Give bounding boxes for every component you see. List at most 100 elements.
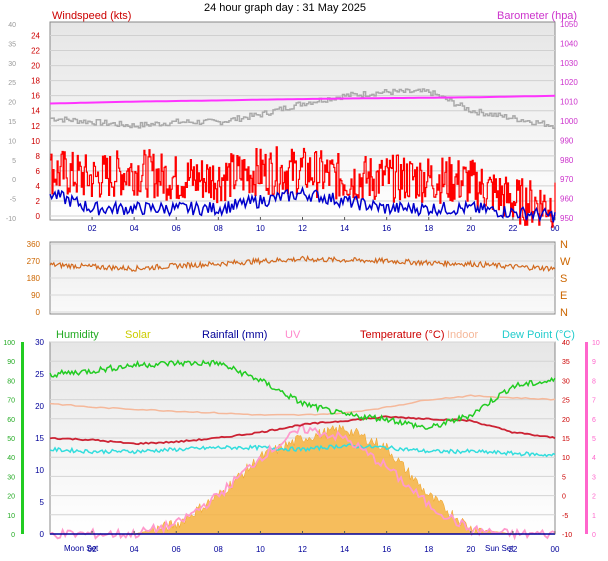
windspeed-tick: 24 [31, 32, 40, 41]
temp-scale-tick: -5 [10, 197, 16, 204]
rainfall-label: Rainfall (mm) [202, 329, 267, 341]
temp-scale-tick: 25 [8, 80, 16, 87]
uv-tick: 2 [592, 494, 596, 501]
windspeed-tick: 2 [36, 197, 41, 206]
humidity-tick: 80 [7, 378, 15, 385]
windspeed-tick: 12 [31, 122, 40, 131]
temp-scale-tick: 30 [8, 61, 16, 68]
uv-tick: 8 [592, 378, 596, 385]
x-tick: 22 [508, 545, 517, 554]
x-tick: 02 [88, 545, 97, 554]
windspeed-tick: 22 [31, 47, 40, 56]
humidity-tick: 60 [7, 417, 15, 424]
temperature-tick: 25 [562, 398, 570, 405]
temperature-scale-tick-labels: 40 35 30 25 20 15 10 5 0 -5 -10 [6, 22, 16, 223]
windspeed-line [50, 146, 556, 228]
uv-label: UV [285, 329, 301, 341]
rainfall-tick: 20 [35, 402, 44, 411]
temperature-tick: 35 [562, 359, 570, 366]
x-tick: 04 [130, 224, 139, 233]
barometer-tick-labels: 1050 1040 1030 1020 1010 1000 990 980 970 960 950 [560, 20, 578, 223]
compass-label: E [560, 290, 567, 302]
barometer-line [49, 94, 556, 105]
indoor-label: Indoor [447, 329, 479, 341]
temp-scale-tick: 10 [8, 138, 16, 145]
x-tick: 12 [298, 224, 307, 233]
wind-direction-tick: 270 [27, 257, 41, 266]
humidity-line [49, 359, 556, 430]
uv-tick: 0 [592, 532, 596, 539]
panel1-x-tick-labels: 02 04 06 08 10 12 14 16 18 20 22 00 [88, 217, 560, 233]
temperature-tick-labels: 40 35 30 25 20 15 10 5 0 -5 -10 [562, 340, 572, 539]
x-tick: 22 [508, 224, 517, 233]
x-tick: 10 [256, 545, 265, 554]
windspeed-tick: 6 [36, 167, 41, 176]
x-tick: 18 [424, 224, 433, 233]
windspeed-tick: 20 [31, 62, 40, 71]
temperature-tick: -10 [562, 532, 572, 539]
humidity-tick: 30 [7, 474, 15, 481]
wind-direction-tick: 180 [27, 274, 41, 283]
rainfall-tick-labels: 30 25 20 15 10 5 0 [35, 338, 44, 539]
windspeed-tick: 0 [36, 212, 41, 221]
barometer-axis-label: Barometer (hpa) [497, 10, 577, 22]
x-tick: 14 [340, 224, 349, 233]
panel1-series [49, 88, 556, 228]
temperature-tick: -5 [562, 513, 568, 520]
rainfall-tick: 15 [35, 434, 44, 443]
temp-scale-tick: 40 [8, 22, 16, 29]
barometer-tick: 1030 [560, 59, 578, 68]
windspeed-axis-label: Windspeed (kts) [52, 10, 131, 22]
wind-direction-line [49, 254, 556, 273]
x-tick: 18 [424, 545, 433, 554]
dewpoint-label: Dew Point (°C) [502, 329, 575, 341]
uv-axis-bar [585, 342, 588, 534]
uv-tick: 4 [592, 455, 596, 462]
windspeed-tick: 18 [31, 77, 40, 86]
temp-scale-tick: 20 [8, 100, 16, 107]
uv-tick: 5 [592, 436, 596, 443]
x-tick: 12 [298, 545, 307, 554]
barometer-tick: 1020 [560, 78, 578, 87]
moon-set-label: Moon Set [64, 544, 99, 553]
barometer-tick: 990 [560, 136, 574, 145]
humidity-tick: 100 [3, 340, 15, 347]
dewpoint-line [49, 443, 556, 458]
uv-tick: 3 [592, 474, 596, 481]
wind-direction-tick: 90 [31, 291, 40, 300]
windspeed-tick: 10 [31, 137, 40, 146]
rainfall-tick: 30 [35, 338, 44, 347]
rainfall-tick: 0 [40, 530, 45, 539]
temp-scale-tick: 35 [8, 41, 16, 48]
wind-direction-tick: 360 [27, 240, 41, 249]
x-tick: 06 [172, 545, 181, 554]
uv-tick: 7 [592, 398, 596, 405]
uv-tick: 1 [592, 513, 596, 520]
temperature-tick: 40 [562, 340, 570, 347]
temperature-tick: 5 [562, 474, 566, 481]
x-tick: 00 [551, 545, 560, 554]
windspeed-tick: 14 [31, 107, 40, 116]
x-tick: 02 [88, 224, 97, 233]
x-tick: 08 [214, 545, 223, 554]
humidity-tick: 20 [7, 494, 15, 501]
barometer-tick: 1050 [560, 20, 578, 29]
temperature-tick: 15 [562, 436, 570, 443]
barometer-tick: 950 [560, 214, 574, 223]
panel3-x-tick-labels: 02 04 06 08 10 12 14 16 18 20 22 00 [88, 531, 560, 554]
temperature-tick: 20 [562, 417, 570, 424]
humidity-tick: 70 [7, 398, 15, 405]
temperature-line [49, 415, 556, 446]
humidity-tick: 10 [7, 513, 15, 520]
compass-label: N [560, 239, 568, 251]
temperature-tick: 0 [562, 494, 566, 501]
solar-label: Solar [125, 329, 151, 341]
sun-set-label: Sun Set [485, 544, 514, 553]
humidity-axis-bar [21, 342, 24, 534]
uv-tick: 9 [592, 359, 596, 366]
barometer-tick: 1040 [560, 39, 578, 48]
barometer-tick: 1000 [560, 117, 578, 126]
